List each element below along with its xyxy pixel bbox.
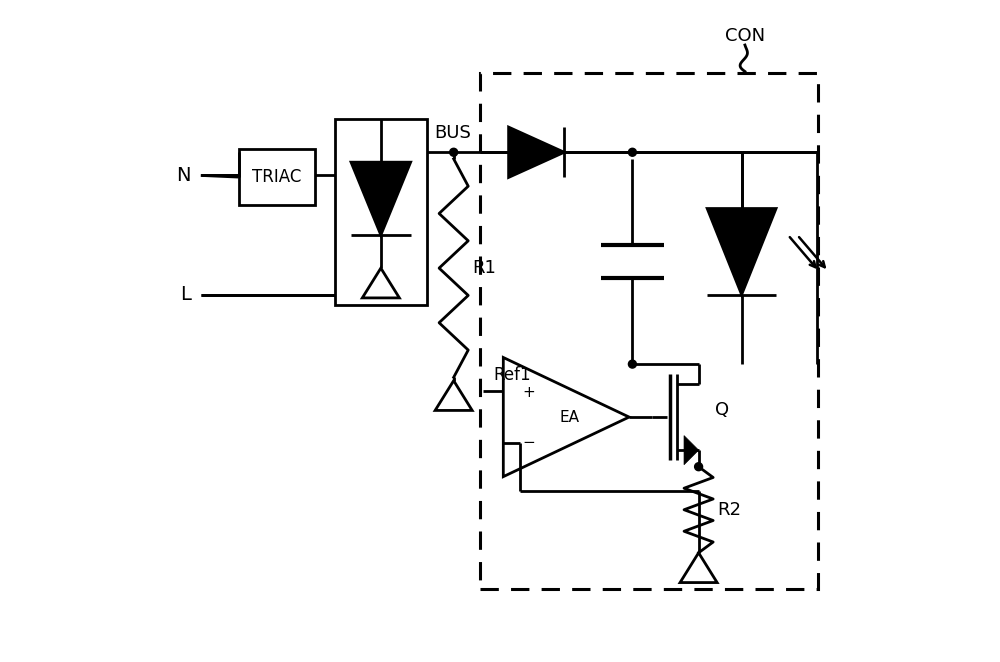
Bar xyxy=(334,119,427,305)
Text: Ref1: Ref1 xyxy=(493,366,531,384)
Text: TRIAC: TRIAC xyxy=(252,168,301,186)
Text: N: N xyxy=(176,166,191,185)
Polygon shape xyxy=(684,436,699,465)
Text: +: + xyxy=(522,385,535,400)
Text: R1: R1 xyxy=(472,259,496,277)
Text: L: L xyxy=(180,285,191,304)
Polygon shape xyxy=(509,127,564,177)
Bar xyxy=(480,73,818,589)
Text: BUS: BUS xyxy=(434,124,471,142)
Text: −: − xyxy=(522,434,535,449)
Polygon shape xyxy=(707,209,776,295)
Polygon shape xyxy=(351,162,411,235)
Circle shape xyxy=(695,463,703,471)
Circle shape xyxy=(628,360,636,368)
Circle shape xyxy=(628,148,636,156)
Circle shape xyxy=(450,148,458,156)
Text: CON: CON xyxy=(725,27,765,46)
Text: EA: EA xyxy=(560,410,580,424)
Text: Q: Q xyxy=(715,401,729,420)
Bar xyxy=(239,149,315,205)
Text: R2: R2 xyxy=(717,500,741,519)
